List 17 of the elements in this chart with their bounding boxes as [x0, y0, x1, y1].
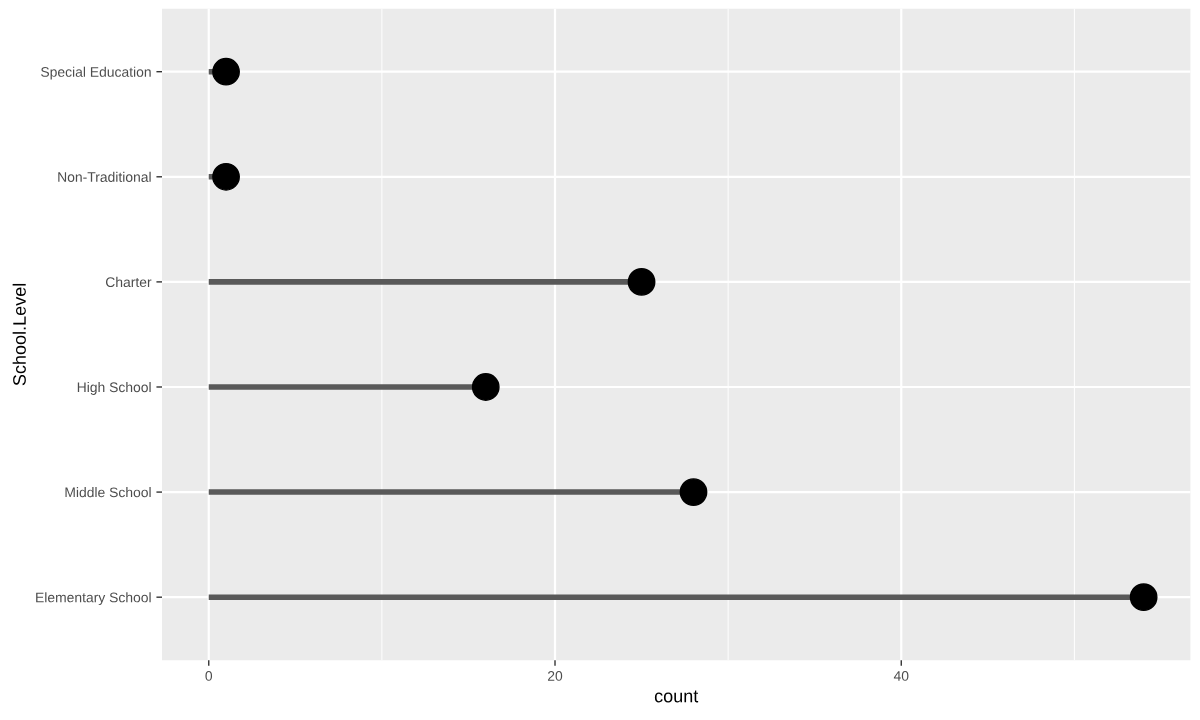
point	[212, 162, 240, 191]
y-tick-label: Elementary School	[36, 592, 151, 606]
y-axis-title: School.Level	[12, 283, 26, 386]
point	[212, 57, 240, 86]
point	[471, 373, 500, 401]
point	[679, 478, 708, 506]
x-axis-title: count	[654, 690, 699, 703]
x-tick-label: 40	[893, 671, 909, 681]
y-tick-label: Special Education	[41, 66, 151, 80]
y-tick-label: Non-Traditional	[58, 171, 151, 182]
point	[1129, 583, 1158, 612]
y-tick-label: Charter	[105, 276, 152, 288]
x-tick-label: 0	[205, 671, 213, 681]
y-tick-label: Middle School	[65, 487, 151, 498]
y-tick-label: High School	[77, 381, 151, 395]
x-tick-label: 20	[547, 671, 563, 681]
point	[627, 268, 656, 296]
